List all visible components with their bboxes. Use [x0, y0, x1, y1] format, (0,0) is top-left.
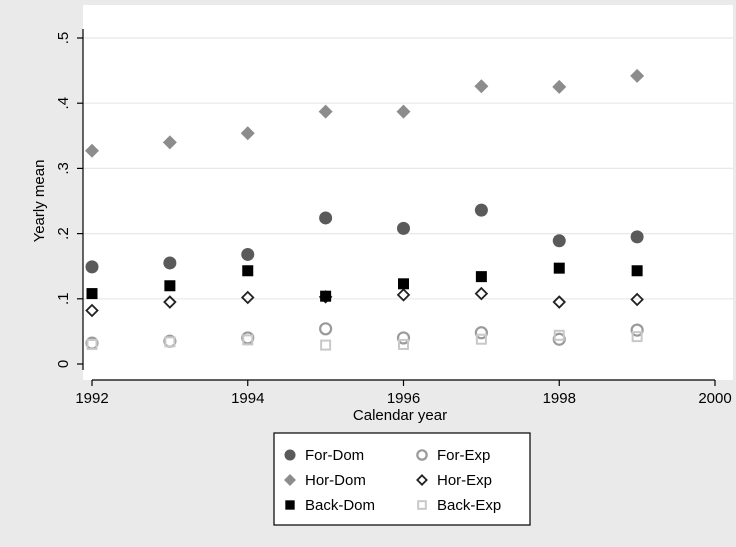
- y-axis-ticks: 0 .1 .2 .3 .4 .5: [55, 32, 83, 368]
- y-tick-label: .5: [55, 32, 72, 45]
- legend-marker-back-dom: [285, 500, 295, 510]
- data-point-back-dom: [86, 288, 98, 300]
- data-point-hor-dom: [85, 143, 99, 158]
- data-point-for-dom: [241, 247, 255, 261]
- legend-box: [273, 432, 531, 526]
- x-tick-label: 1996: [387, 390, 420, 407]
- x-tick-label: 2000: [698, 390, 731, 407]
- data-point-for-dom: [163, 256, 177, 270]
- data-point-hor-exp: [85, 303, 99, 318]
- data-point-hor-exp: [552, 295, 567, 309]
- data-point-hor-dom: [552, 79, 567, 94]
- data-point-back-exp: [242, 334, 254, 346]
- data-point-back-exp: [475, 333, 487, 345]
- data-point-back-dom: [553, 262, 565, 274]
- x-axis-ticks: 1992 1994 1996 1998 2000: [75, 380, 732, 407]
- data-point-for-exp: [630, 323, 644, 337]
- data-point-back-dom: [320, 290, 332, 302]
- legend-marker-hor-dom: [284, 474, 296, 486]
- data-point-hor-dom: [162, 135, 177, 150]
- data-point-hor-dom: [240, 126, 255, 141]
- data-point-hor-exp: [240, 290, 255, 305]
- data-point-for-dom: [552, 234, 566, 248]
- data-point-back-dom: [631, 265, 643, 277]
- data-point-hor-exp: [163, 295, 177, 309]
- data-point-back-dom: [242, 265, 254, 277]
- data-points: [85, 68, 645, 351]
- legend-label-back-dom: Back-Dom: [305, 497, 375, 514]
- data-point-for-dom: [85, 260, 99, 274]
- legend-label-hor-exp: Hor-Exp: [437, 472, 492, 489]
- data-point-hor-exp: [630, 292, 644, 307]
- data-point-for-exp: [474, 326, 488, 340]
- x-axis-label: Calendar year: [353, 407, 447, 424]
- legend: For-Dom For-Exp Hor-Dom Hor-Exp Back-Dom Back…: [273, 432, 531, 526]
- data-point-hor-dom: [396, 104, 411, 119]
- legend-marker-for-exp: [416, 449, 428, 461]
- data-point-for-dom: [397, 221, 410, 235]
- data-point-hor-dom: [318, 104, 333, 119]
- data-point-for-dom: [474, 203, 488, 217]
- legend-label-back-exp: Back-Exp: [437, 497, 501, 514]
- legend-marker-for-dom: [284, 449, 296, 461]
- data-point-back-dom: [475, 271, 487, 283]
- y-axis-label: Yearly mean: [31, 160, 48, 243]
- y-tick-label: .3: [55, 162, 72, 175]
- data-point-hor-exp: [396, 288, 411, 302]
- legend-marker-hor-exp: [416, 474, 428, 486]
- gridlines: [83, 37, 733, 300]
- data-point-back-exp: [320, 339, 332, 351]
- legend-label-for-exp: For-Exp: [437, 447, 490, 464]
- data-point-back-exp: [164, 336, 176, 348]
- x-tick-label: 1992: [75, 390, 108, 407]
- data-point-back-dom: [164, 280, 176, 292]
- data-point-hor-exp: [474, 286, 489, 301]
- data-point-back-exp: [86, 338, 98, 350]
- y-tick-label: .2: [55, 227, 72, 240]
- data-point-for-exp: [319, 322, 333, 336]
- legend-label-hor-dom: Hor-Dom: [305, 472, 366, 489]
- legend-marker-back-exp: [417, 500, 427, 510]
- data-point-for-dom: [319, 211, 333, 225]
- x-tick-label: 1998: [543, 390, 576, 407]
- data-point-back-dom: [398, 278, 409, 290]
- data-point-for-dom: [630, 230, 644, 244]
- x-tick-label: 1994: [231, 390, 264, 407]
- data-point-for-exp: [396, 331, 411, 345]
- plot-area: [83, 5, 733, 380]
- data-point-hor-dom: [474, 79, 489, 94]
- data-point-back-exp: [398, 338, 409, 350]
- data-point-back-exp: [631, 331, 643, 343]
- data-point-back-exp: [553, 329, 565, 341]
- y-tick-label: .4: [55, 97, 72, 110]
- legend-label-for-dom: For-Dom: [305, 447, 364, 464]
- y-tick-label: 0: [55, 360, 72, 368]
- data-point-hor-dom: [630, 68, 645, 83]
- y-tick-label: .1: [55, 293, 72, 306]
